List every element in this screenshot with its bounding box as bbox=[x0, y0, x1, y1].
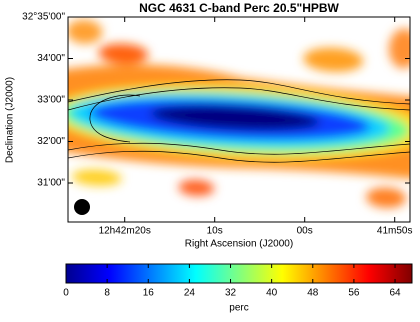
beam bbox=[74, 199, 90, 215]
sky-image bbox=[68, 17, 410, 222]
x-axis-label: Right Ascension (J2000) bbox=[185, 239, 293, 250]
y-tick-label: 33'00" bbox=[37, 95, 65, 106]
colorbar-tick-label: 64 bbox=[389, 288, 401, 299]
chart-title: NGC 4631 C-band Perc 20.5"HPBW bbox=[139, 1, 339, 15]
y-tick-label: 34'00" bbox=[37, 53, 65, 64]
colorbar-tick-label: 32 bbox=[225, 288, 237, 299]
x-tick-label: 12h42m20s bbox=[99, 226, 151, 237]
y-tick-label: 31'00" bbox=[37, 178, 65, 189]
colorbar-label: perc bbox=[229, 303, 248, 314]
colorbar-tick-label: 24 bbox=[184, 288, 196, 299]
colorbar bbox=[65, 263, 413, 284]
colorbar-tick-label: 56 bbox=[348, 288, 360, 299]
plot-frame bbox=[67, 16, 411, 223]
y-axis-label: Declination (J2000) bbox=[5, 77, 16, 163]
colorbar-tick-label: 40 bbox=[266, 288, 278, 299]
y-tick-label: 32°35'00" bbox=[22, 12, 65, 23]
colorbar-tick-label: 0 bbox=[63, 288, 69, 299]
x-tick-label: 00s bbox=[297, 226, 313, 237]
colorbar-tick-label: 8 bbox=[104, 288, 110, 299]
colorbar-tick-label: 16 bbox=[143, 288, 155, 299]
colorbar-tick-label: 48 bbox=[307, 288, 319, 299]
y-tick-label: 32'00" bbox=[37, 136, 65, 147]
x-tick-label: 41m50s bbox=[377, 226, 413, 237]
x-tick-label: 10s bbox=[207, 226, 223, 237]
